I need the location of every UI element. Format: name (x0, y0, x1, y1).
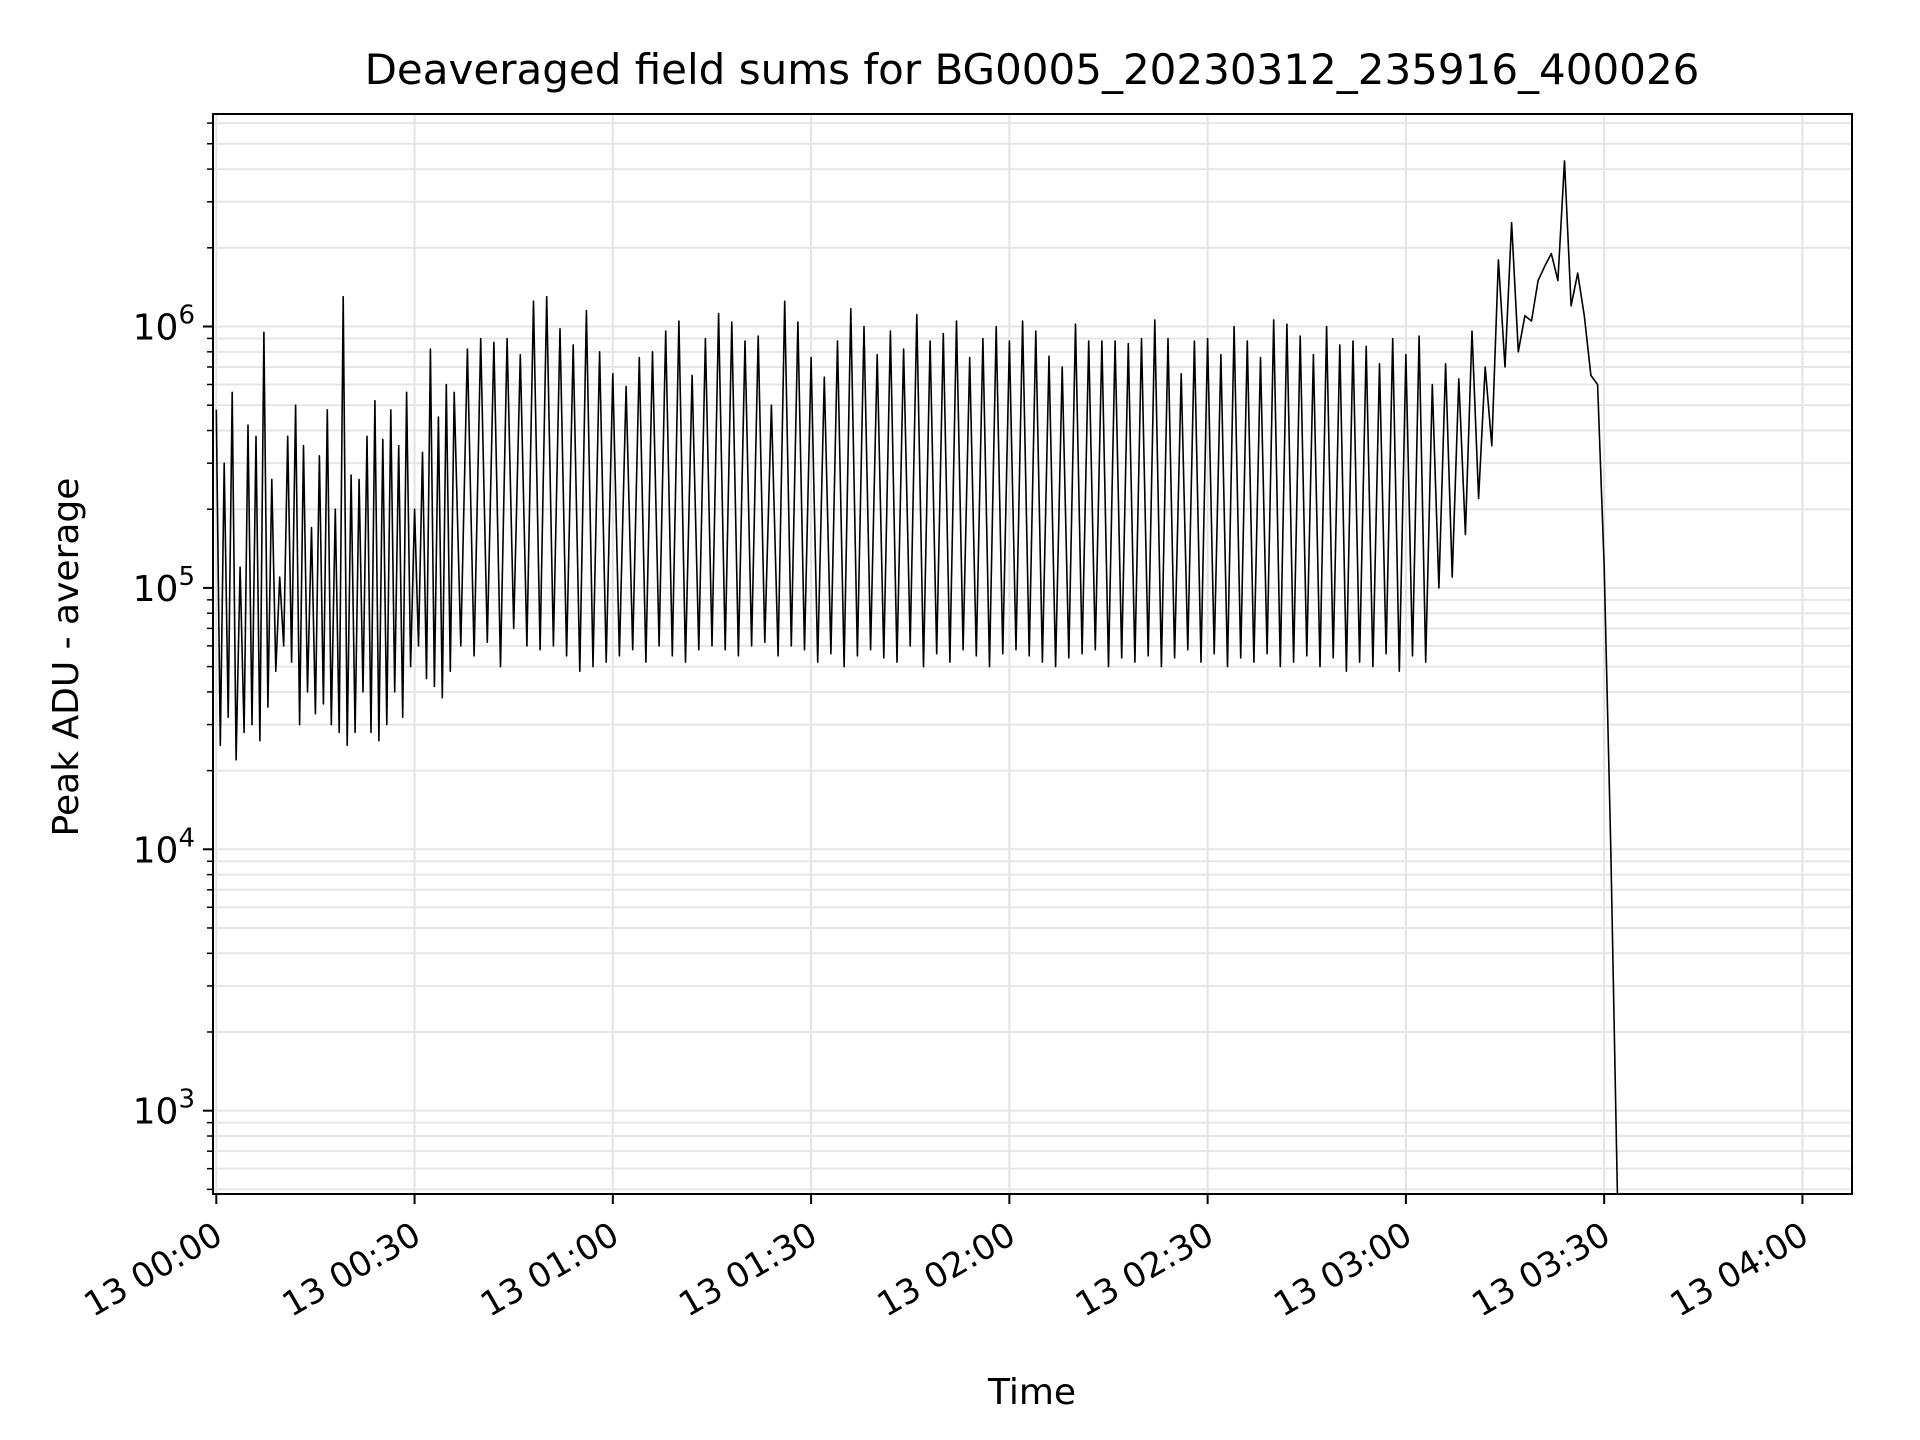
y-tick-label: 106 (133, 300, 195, 348)
grid (213, 114, 1852, 1194)
chart-title: Deaveraged field sums for BG0005_2023031… (365, 45, 1700, 94)
y-tick-label: 104 (133, 823, 195, 871)
plot-area (215, 160, 1619, 1195)
x-axis-label: Time (987, 1372, 1076, 1413)
y-tick-label: 103 (133, 1085, 195, 1133)
y-axis-label: Peak ADU - average (46, 478, 87, 837)
plot-frame (212, 113, 1853, 1195)
y-tick-label: 105 (133, 562, 195, 610)
series-line (215, 160, 1619, 1195)
